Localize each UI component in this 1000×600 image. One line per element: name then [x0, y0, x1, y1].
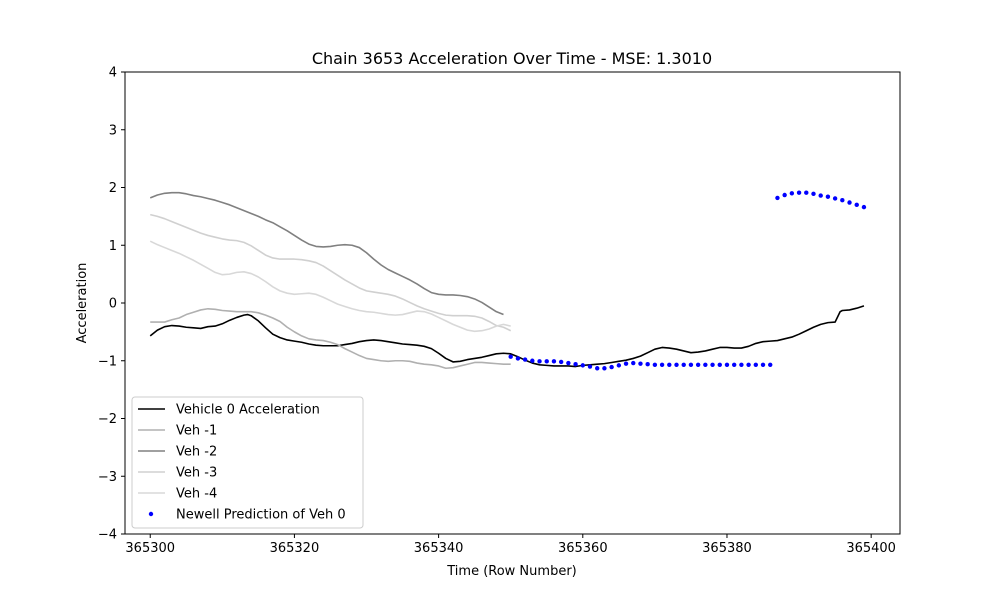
prediction-point — [832, 196, 838, 201]
legend-box — [131, 396, 364, 529]
prediction-point — [760, 362, 766, 367]
prediction-point — [631, 360, 636, 366]
prediction-point — [602, 366, 607, 371]
x-tick-label: 365380 — [702, 541, 752, 556]
prediction-point — [768, 362, 773, 367]
prediction-point — [688, 362, 694, 367]
legend-swatch-newell-prediction-of-veh-0 — [148, 511, 154, 517]
prediction-point — [854, 202, 859, 208]
prediction-point — [674, 362, 679, 367]
series-line-veh-4 — [149, 240, 511, 333]
prediction-point — [638, 361, 643, 366]
x-tick-label: 365320 — [270, 541, 320, 556]
x-axis: 365300 365320 365340 365360 365380 365400 — [125, 534, 896, 556]
legend-label: Newell Prediction of Veh 0 — [176, 508, 346, 523]
prediction-point — [695, 362, 701, 367]
prediction-point — [703, 362, 708, 367]
y-tick-label: 2 — [109, 181, 117, 196]
prediction-point — [580, 363, 585, 368]
prediction-point — [739, 362, 744, 367]
y-tick-label: −2 — [98, 412, 117, 427]
x-tick-label: 365340 — [414, 541, 464, 556]
legend-label: Veh -4 — [176, 487, 217, 502]
prediction-point — [731, 362, 737, 367]
series-line-vehicle-0-acceleration — [149, 305, 865, 368]
prediction-point — [587, 364, 593, 369]
prediction-point — [544, 359, 549, 364]
series-layer — [149, 190, 867, 371]
prediction-point — [609, 364, 614, 370]
prediction-point — [818, 193, 823, 198]
prediction-point — [746, 362, 751, 367]
prediction-point — [775, 195, 780, 201]
y-tick-label: −1 — [98, 354, 117, 369]
prediction-point — [623, 361, 629, 366]
prediction-point — [681, 362, 686, 367]
prediction-point — [537, 359, 542, 364]
x-tick-label: 365360 — [558, 541, 608, 556]
prediction-point — [616, 363, 622, 368]
y-tick-label: 0 — [109, 297, 117, 312]
prediction-point — [530, 358, 535, 363]
y-tick-label: 1 — [109, 239, 117, 254]
chart-title: Chain 3653 Acceleration Over Time - MSE:… — [312, 49, 712, 68]
prediction-point — [515, 356, 521, 361]
prediction-point — [811, 191, 816, 197]
series-line-veh-1 — [150, 307, 511, 370]
prediction-point — [804, 190, 809, 195]
y-tick-label: 3 — [109, 123, 117, 138]
y-tick-label: 4 — [109, 66, 117, 81]
prediction-point — [710, 362, 715, 367]
prediction-point — [861, 204, 867, 210]
prediction-point — [796, 190, 802, 195]
prediction-point — [667, 362, 672, 367]
x-axis-label: Time (Row Number) — [446, 564, 576, 579]
prediction-point — [595, 366, 600, 371]
legend-label: Veh -3 — [176, 466, 217, 481]
prediction-point — [724, 362, 730, 367]
y-tick-label: −3 — [98, 470, 117, 485]
prediction-point — [659, 362, 665, 367]
prediction-point — [522, 357, 528, 362]
legend: Vehicle 0 Acceleration Veh -1 Veh -2 Veh -3… — [131, 396, 364, 529]
legend-label: Veh -1 — [176, 424, 217, 439]
series-line-veh-2 — [149, 191, 504, 316]
prediction-point — [566, 360, 571, 366]
prediction-point — [573, 362, 578, 367]
prediction-point — [652, 362, 658, 367]
prediction-point — [825, 194, 831, 199]
prediction-point — [551, 359, 557, 364]
prediction-point — [645, 362, 650, 367]
legend-label: Vehicle 0 Acceleration — [176, 403, 320, 418]
x-tick-label: 365400 — [846, 541, 896, 556]
x-tick-label: 365300 — [125, 541, 175, 556]
prediction-point — [847, 200, 852, 205]
prediction-point — [789, 191, 795, 196]
prediction-point — [558, 359, 564, 365]
y-tick-label: −4 — [98, 528, 117, 543]
legend-label: Veh -2 — [176, 445, 217, 460]
series-line-veh-3 — [150, 213, 512, 332]
prediction-point — [782, 192, 787, 198]
y-axis-label: Acceleration — [75, 263, 90, 344]
prediction-point — [840, 198, 845, 203]
prediction-point — [753, 362, 759, 367]
y-axis: −4 −3 −2 −1 0 1 2 3 4 — [98, 66, 125, 543]
prediction-point — [717, 362, 722, 367]
prediction-point — [508, 354, 513, 359]
